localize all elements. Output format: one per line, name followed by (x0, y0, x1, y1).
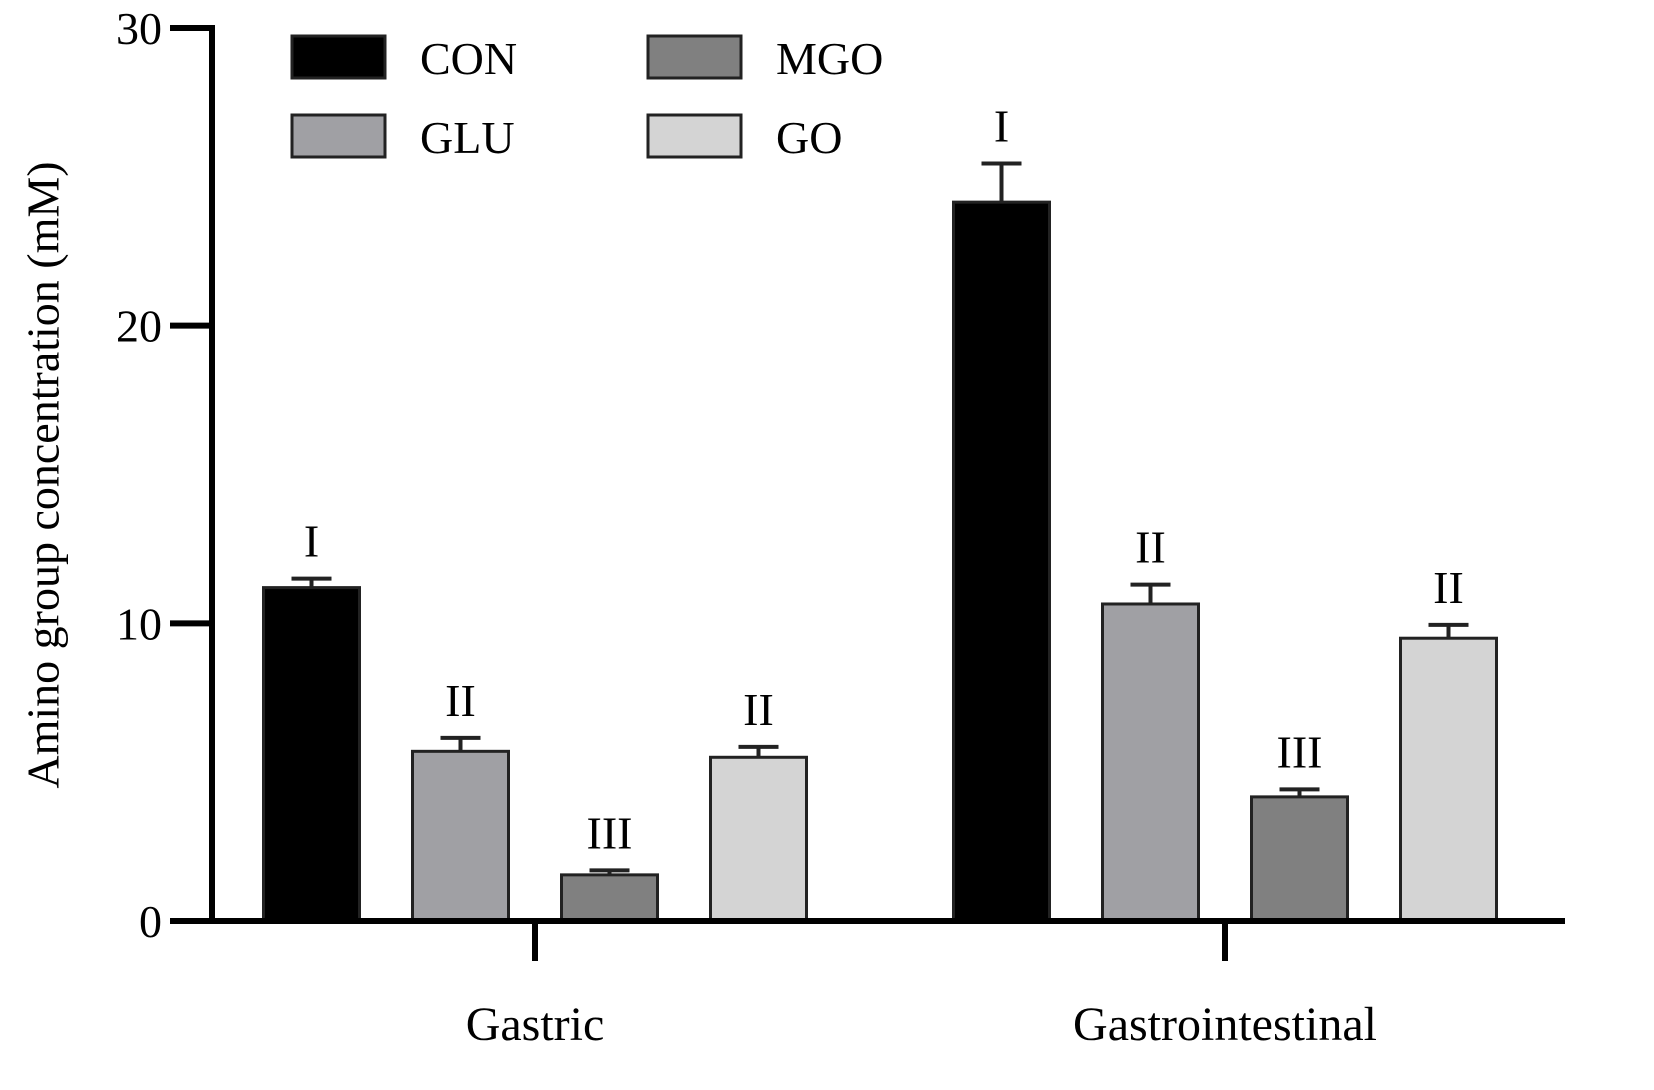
bar (1250, 795, 1349, 923)
significance-label: I (304, 516, 319, 567)
y-tick-label: 0 (139, 896, 162, 947)
y-tick-label: 30 (116, 3, 162, 54)
bar (1101, 602, 1200, 923)
legend-swatch (646, 113, 743, 159)
legend-label: MGO (776, 33, 883, 84)
significance-label: II (1433, 562, 1464, 613)
legend-label: CON (420, 33, 517, 84)
legend-swatch (646, 34, 743, 80)
bar (262, 586, 361, 923)
bar (1399, 636, 1498, 923)
legend-swatch (290, 34, 387, 80)
significance-label: III (1277, 726, 1323, 777)
bar (952, 200, 1051, 923)
x-tick-label: Gastrointestinal (1073, 998, 1377, 1051)
legend-swatch (290, 113, 387, 159)
bar (411, 749, 510, 923)
significance-label: II (743, 684, 774, 735)
x-tick-label: Gastric (466, 998, 605, 1051)
bar (709, 755, 808, 923)
significance-label: II (445, 675, 476, 726)
y-tick-label: 10 (116, 598, 162, 649)
significance-label: II (1135, 522, 1166, 573)
legend-label: GO (776, 112, 842, 163)
y-axis-title: Amino group concentration (mM) (18, 161, 69, 788)
significance-label: I (994, 100, 1009, 151)
y-tick-label: 20 (116, 301, 162, 352)
bar (560, 873, 659, 923)
significance-label: III (587, 807, 633, 858)
legend-label: GLU (420, 112, 515, 163)
